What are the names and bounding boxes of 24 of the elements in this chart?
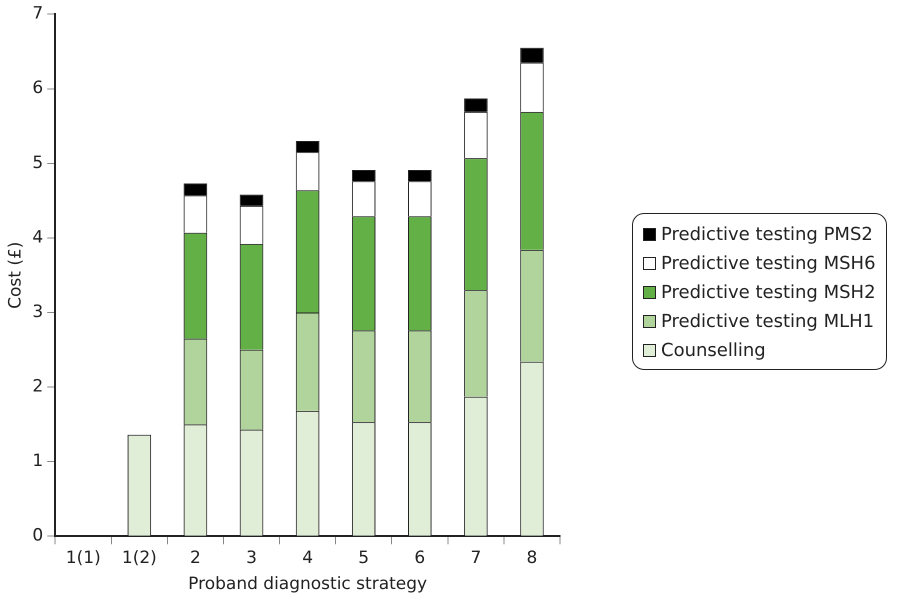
y-tick-label: 0 (32, 526, 44, 546)
x-axis-title: Proband diagnostic strategy (188, 574, 428, 594)
x-tick-label: 1(1) (66, 548, 101, 568)
y-tick-label: 3 (32, 302, 44, 322)
x-tick-label: 7 (470, 548, 482, 568)
y-tick-label: 2 (32, 376, 44, 396)
x-tick-label: 2 (190, 548, 201, 568)
x-tick-label: 5 (358, 548, 370, 568)
x-tick-label: 1(2) (122, 548, 157, 568)
legend-label: Predictive testing PMS2 (661, 224, 873, 245)
text: Predictive testing MSH6 (661, 253, 876, 274)
y-tick-label: 1 (32, 451, 44, 472)
legend-label: Predictive testing MLH1 (661, 311, 874, 332)
legend-label: Counselling (661, 340, 766, 361)
x-tick-label: 3 (246, 548, 257, 568)
legend-label: Predictive testing MSH2 (661, 282, 876, 303)
y-tick-label: 4 (32, 227, 44, 248)
x-tick-label: 4 (302, 548, 314, 568)
x-tick-label: 8 (526, 548, 538, 568)
y-tick-label: 5 (32, 152, 44, 173)
y-axis-title: Cost (£) (6, 242, 26, 309)
y-tick-label: 7 (32, 4, 44, 24)
x-tick-label: 6 (414, 548, 426, 568)
y-tick-label: 6 (32, 78, 44, 98)
